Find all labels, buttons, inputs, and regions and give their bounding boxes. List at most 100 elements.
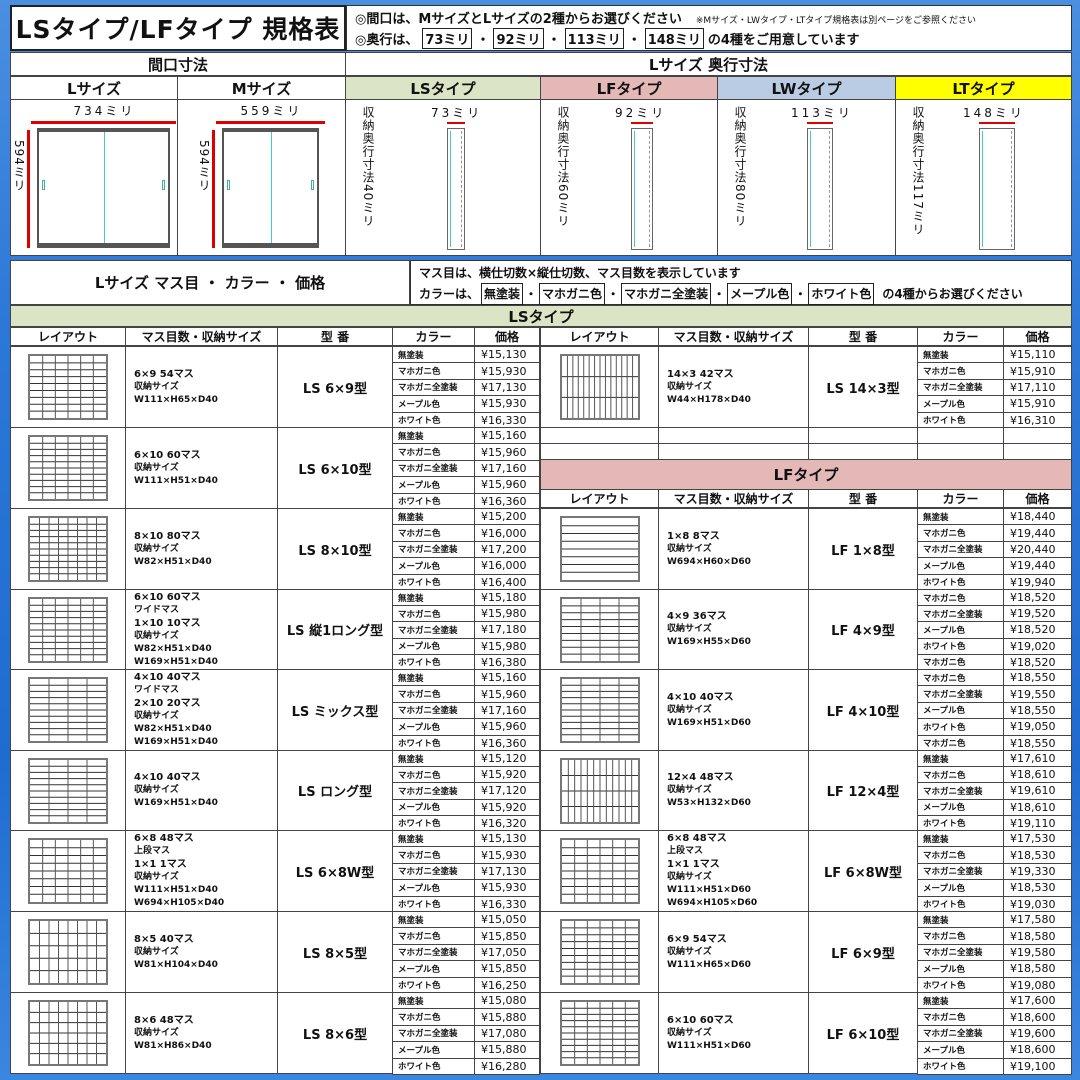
ls-type-band: LSタイプ <box>10 305 1072 327</box>
color-name: マホガニ全塗装 <box>917 605 1004 623</box>
empty-cell <box>658 427 809 444</box>
masu-line: W694×H60×D60 <box>667 556 751 567</box>
note-depth-suffix: の4種をご用意しています <box>707 32 860 48</box>
frontage-drawing: 559ミリ 594ミリ <box>177 99 346 256</box>
price-value: ¥17,160 <box>474 459 540 478</box>
depth-drawing: 収納奥行寸法40ミリ 73ミリ <box>345 99 541 256</box>
masu-cell: 12×4 48マス 収納サイズ W53×H132×D60 <box>658 750 809 831</box>
depth-type-label: LSタイプ <box>345 76 541 100</box>
layout-grid-icon <box>559 1000 640 1066</box>
price-value: ¥18,550 <box>1003 669 1072 687</box>
color-name: 無塗装 <box>917 508 1004 526</box>
masu-line: 収納サイズ <box>667 624 712 634</box>
layout-grid-lines <box>30 679 106 741</box>
profile-inner <box>634 131 650 247</box>
color-name: マホガニ全塗装 <box>917 685 1004 703</box>
note-depth-prefix: ◎奥行は、 <box>355 32 419 48</box>
price-value: ¥15,080 <box>474 992 540 1010</box>
price-value: ¥16,000 <box>474 557 540 575</box>
separator: ・ <box>627 32 641 48</box>
color-name: 無塗装 <box>392 992 475 1010</box>
layout-grid-lines <box>30 356 106 418</box>
masu-line: 収納サイズ <box>134 381 179 392</box>
layout-grid-icon <box>28 757 108 824</box>
price-value: ¥15,980 <box>474 605 540 623</box>
column-header: マス目数・収納サイズ <box>658 327 809 346</box>
masu-line: 4×9 36マス <box>667 611 727 622</box>
layout-cell <box>10 346 126 428</box>
layout-grid-lines <box>561 598 638 661</box>
masu-line: 収納サイズ <box>134 630 179 641</box>
masu-line: W169×H55×D60 <box>667 637 751 647</box>
layout-grid-lines <box>561 525 638 573</box>
price-value: ¥15,850 <box>474 927 540 945</box>
layout-grid-lines <box>561 921 638 983</box>
masu-line: 1×1 1マス <box>134 859 187 870</box>
color-name: マホガニ全塗装 <box>392 701 475 720</box>
color-name: マホガニ全塗装 <box>392 621 475 639</box>
section-heading: Lサイズ マス目 ・ カラー ・ 価格 <box>10 260 410 305</box>
note-reference: ※Mサイズ・LWタイプ・LTタイプ規格表は別ページをご参照ください <box>695 16 977 26</box>
masu-line: W81×H104×D40 <box>134 959 218 970</box>
layout-grid-icon <box>559 516 640 582</box>
price-value: ¥15,160 <box>474 669 540 687</box>
price-value: ¥15,920 <box>474 766 540 784</box>
price-value: ¥15,850 <box>474 960 540 978</box>
price-value: ¥18,550 <box>1003 734 1072 752</box>
layout-cell <box>540 911 659 993</box>
color-name: マホガニ色 <box>392 605 475 623</box>
color-name: メープル色 <box>392 476 475 494</box>
price-value: ¥18,580 <box>1003 927 1072 945</box>
depth-option: 113ミリ <box>564 27 624 49</box>
masu-line: 収納サイズ <box>667 704 712 715</box>
inner-depth-label: 収納奥行寸法117ミリ <box>911 106 925 236</box>
layout-grid-icon <box>28 919 108 985</box>
color-name: メープル色 <box>392 395 475 413</box>
column-header: 型 番 <box>808 327 918 346</box>
color-name: マホガニ色 <box>392 766 475 784</box>
price-value: ¥17,180 <box>474 621 540 639</box>
page-title: LSタイプ/LFタイプ 規格表 <box>15 15 341 44</box>
layout-cell <box>10 589 126 670</box>
price-value: ¥17,600 <box>1003 992 1072 1010</box>
side-profile-icon <box>807 128 833 250</box>
depth-arrow-icon <box>447 122 465 124</box>
column-header: カラー <box>392 327 475 346</box>
color-name: 無塗装 <box>392 830 475 848</box>
price-value: ¥19,600 <box>1003 1024 1072 1043</box>
color-name: マホガニ全塗装 <box>917 378 1004 397</box>
price-value: ¥15,880 <box>474 1008 540 1026</box>
column-header: レイアウト <box>10 327 126 346</box>
color-name: メープル色 <box>917 960 1004 978</box>
width-dimension: 734ミリ <box>73 104 136 118</box>
price-value: ¥19,020 <box>1003 637 1072 655</box>
model-number: LF 6×8W型 <box>808 830 918 912</box>
model-number: LF 12×4型 <box>808 750 918 831</box>
price-value: ¥19,580 <box>1003 943 1072 962</box>
color-name: メープル色 <box>917 798 1004 816</box>
profile-inner <box>450 131 462 247</box>
price-value: ¥18,520 <box>1003 589 1072 607</box>
price-value: ¥19,550 <box>1003 685 1072 703</box>
model-number: LS 6×8W型 <box>277 830 393 912</box>
color-name: メープル色 <box>917 621 1004 639</box>
layout-cell <box>10 427 126 509</box>
color-name: マホガニ全塗装 <box>392 1024 475 1043</box>
layout-cell <box>540 508 659 590</box>
depth-type-label: LFタイプ <box>540 76 718 100</box>
masu-line: 収納サイズ <box>667 946 712 957</box>
color-name: ホワイト色 <box>392 1057 475 1075</box>
price-value: ¥19,440 <box>1003 557 1072 575</box>
masu-cell: 4×10 40マス 収納サイズ W169×H51×D60 <box>658 669 809 751</box>
price-value: ¥18,600 <box>1003 1008 1072 1026</box>
color-name: マホガニ色 <box>917 927 1004 945</box>
color-name: マホガニ色 <box>392 524 475 542</box>
color-name: マホガニ全塗装 <box>392 540 475 559</box>
masu-line: W82×H51×D40 <box>134 643 212 654</box>
color-name: メープル色 <box>392 557 475 575</box>
layout-grid-icon <box>559 919 640 985</box>
model-number: LF 1×8型 <box>808 508 918 590</box>
depth-dimension: 73ミリ <box>431 106 483 120</box>
price-value: ¥15,880 <box>474 1041 540 1059</box>
model-number: LS ミックス型 <box>277 669 393 751</box>
